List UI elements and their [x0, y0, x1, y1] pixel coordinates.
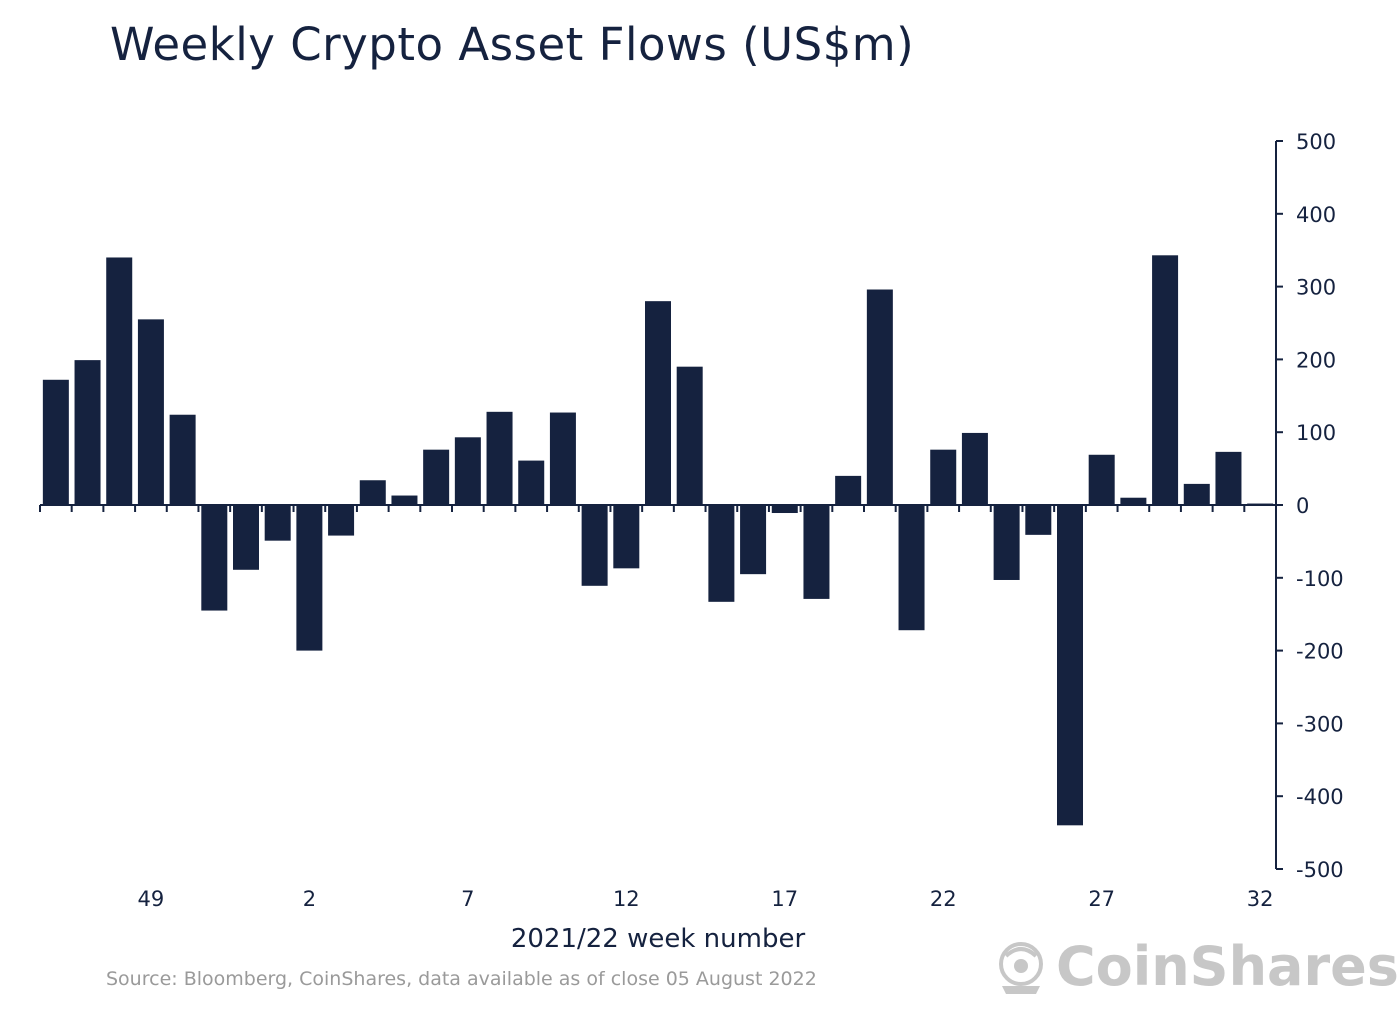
y-tick-labels-group: 500 400 300 200 100 0 -100 -200 -300 -400 -500	[1296, 130, 1344, 882]
bar-week-6	[423, 449, 450, 505]
x-tick-label: 12	[613, 887, 640, 911]
y-tick-label: -400	[1296, 785, 1344, 809]
x-axis-title: 2021/22 week number	[511, 924, 806, 954]
bar-week-17	[771, 505, 798, 514]
bar-week-52	[233, 505, 259, 570]
bar-week-8	[486, 411, 513, 505]
chart-title: Weekly Crypto Asset Flows (US$m)	[110, 18, 915, 71]
bar-week-15	[708, 505, 735, 602]
bar-week-21	[898, 505, 925, 631]
bar-week-30	[1183, 483, 1210, 505]
bar-week-12	[613, 505, 640, 569]
y-tick-label: 400	[1296, 203, 1336, 227]
bar-week-20	[866, 289, 893, 505]
bar-week-18	[803, 505, 830, 599]
bar-week-51	[201, 505, 228, 611]
y-tick-label: 100	[1296, 421, 1336, 445]
y-tick-label: 0	[1296, 494, 1309, 518]
bar-week-2	[296, 505, 323, 651]
y-tick-label: 500	[1296, 130, 1336, 154]
brand-name: CoinShares	[1056, 934, 1399, 998]
x-tick-label: 32	[1247, 887, 1274, 911]
bar-week-24	[993, 505, 1020, 580]
bar-week-48	[106, 257, 133, 505]
bar-week-31	[1215, 451, 1242, 505]
bar-week-26	[1057, 505, 1083, 826]
x-tick-label: 27	[1088, 887, 1115, 911]
bar-week-46	[42, 379, 69, 505]
bar-week-3	[328, 505, 355, 536]
bar-week-19	[835, 475, 862, 505]
astronaut-helmet-icon	[999, 942, 1043, 994]
bar-week-14	[676, 366, 703, 505]
bar-week-1	[264, 505, 291, 541]
bar-week-4	[359, 480, 386, 505]
source-note: Source: Bloomberg, CoinShares, data avai…	[106, 968, 817, 990]
bar-week-13	[645, 301, 671, 505]
bar-week-16	[740, 505, 767, 575]
x-tick-label: 17	[771, 887, 798, 911]
bar-week-22	[930, 449, 957, 505]
bar-week-29	[1152, 255, 1179, 505]
x-tick-label: 2	[303, 887, 316, 911]
y-tick-label: -100	[1296, 567, 1344, 591]
x-tick-labels-group: 49 2 7 12 17 22 27 32	[138, 887, 1274, 911]
bar-week-9	[518, 460, 545, 505]
bar-week-23	[961, 432, 988, 505]
bar-week-28	[1120, 497, 1147, 505]
x-tick-label: 7	[461, 887, 474, 911]
y-tick-label: 300	[1296, 276, 1336, 300]
y-tick-label: 200	[1296, 348, 1336, 372]
bars-group	[42, 255, 1274, 826]
x-tick-label: 49	[138, 887, 165, 911]
bar-week-25	[1025, 505, 1052, 535]
bar-week-49	[137, 319, 164, 505]
bar-week-7	[454, 437, 481, 505]
x-tick-label: 22	[930, 887, 957, 911]
bar-week-10	[549, 412, 576, 505]
bar-week-47	[74, 360, 101, 505]
y-tick-label: -300	[1296, 712, 1344, 736]
bar-week-27	[1088, 454, 1115, 505]
y-ticks-group	[1276, 140, 1283, 870]
y-tick-label: -500	[1296, 858, 1344, 882]
bar-week-50	[169, 414, 196, 505]
coinshares-logo: CoinShares	[992, 930, 1399, 1002]
bar-week-11	[581, 505, 608, 586]
x-ticks-group	[39, 505, 1277, 512]
bar-week-5	[391, 495, 418, 505]
y-tick-label: -200	[1296, 640, 1344, 664]
